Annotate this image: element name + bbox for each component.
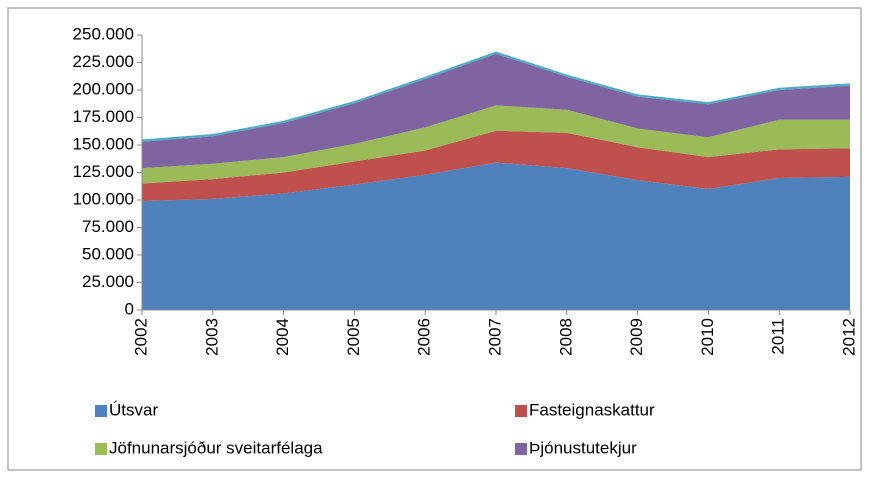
x-tick-label: 2009	[627, 318, 646, 356]
y-tick-label: 75.000	[82, 217, 134, 236]
legend-label: Fasteignaskattur	[529, 400, 655, 419]
y-tick-label: 125.000	[73, 162, 134, 181]
y-tick-label: 100.000	[73, 189, 134, 208]
y-tick-label: 0	[125, 299, 134, 318]
x-tick-label: 2012	[839, 318, 858, 356]
legend-label: Jöfnunarsjóður sveitarfélaga	[109, 438, 323, 457]
y-tick-label: 25.000	[82, 272, 134, 291]
legend-swatch	[515, 443, 527, 455]
y-tick-label: 250.000	[73, 24, 134, 43]
area	[142, 162, 850, 310]
y-tick-label: 200.000	[73, 79, 134, 98]
legend-label: Útsvar	[109, 400, 158, 419]
y-tick-label: 150.000	[73, 134, 134, 153]
y-tick-label: 50.000	[82, 244, 134, 263]
legend-swatch	[515, 405, 527, 417]
area	[142, 53, 850, 169]
x-tick-label: 2007	[485, 318, 504, 356]
x-tick-label: 2010	[698, 318, 717, 356]
y-tick-label: 175.000	[73, 107, 134, 126]
legend-label: Þjónustutekjur	[529, 438, 637, 457]
x-tick-label: 2003	[202, 318, 221, 356]
area	[142, 130, 850, 202]
area	[142, 105, 850, 184]
legend-swatch	[95, 405, 107, 417]
y-tick-label: 225.000	[73, 52, 134, 71]
x-tick-label: 2006	[415, 318, 434, 356]
legend-swatch	[95, 443, 107, 455]
x-tick-label: 2008	[556, 318, 575, 356]
x-tick-label: 2005	[344, 318, 363, 356]
x-tick-label: 2011	[769, 318, 788, 355]
x-tick-label: 2002	[131, 318, 150, 356]
x-tick-label: 2004	[273, 318, 292, 356]
